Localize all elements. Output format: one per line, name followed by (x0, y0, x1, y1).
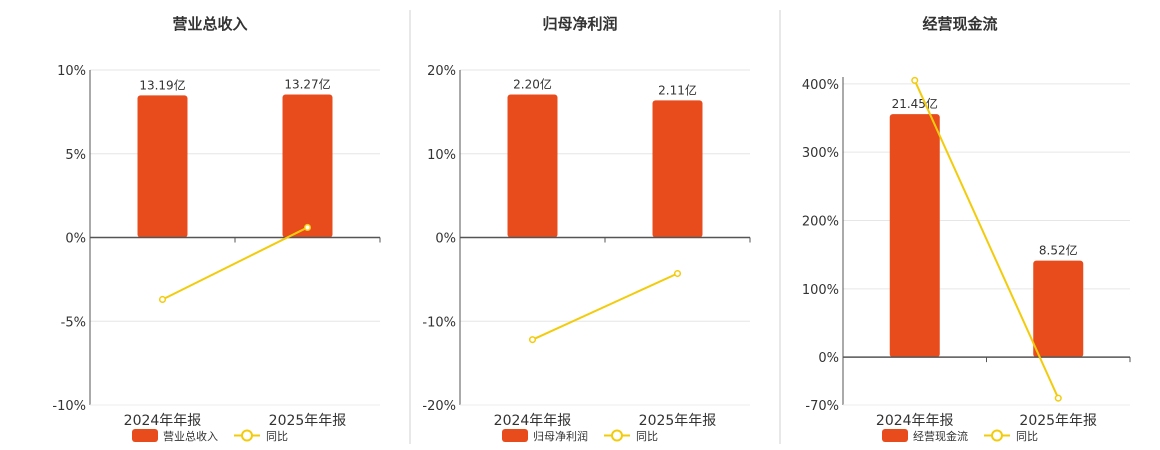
legend-bar-swatch (132, 429, 158, 442)
y-tick-label: -10% (422, 315, 456, 330)
legend-line-label: 同比 (266, 430, 288, 443)
yoy-point (528, 336, 537, 344)
legend-line-marker (241, 429, 253, 442)
bar (282, 94, 333, 238)
y-tick-label: 400% (802, 78, 839, 93)
yoy-point (911, 76, 919, 84)
yoy-line (913, 80, 1060, 399)
legend-bar-swatch (882, 429, 908, 442)
bar (652, 100, 703, 238)
y-tick-label: 100% (802, 283, 839, 298)
x-tick-label: 2025年年报 (269, 413, 347, 429)
legend-bar-label: 营业总收入 (163, 429, 218, 443)
legend[interactable]: 归母净利润 同比 (502, 429, 658, 443)
bar (137, 95, 188, 238)
y-tick-label: 5% (65, 148, 86, 163)
yoy-point (158, 295, 167, 304)
x-tick-label: 2025年年报 (639, 413, 717, 429)
bar-value-label: 2.11亿 (658, 82, 697, 97)
chart-title: 经营现金流 (922, 15, 997, 33)
bar (1033, 260, 1084, 358)
bar (889, 114, 940, 358)
legend-bar-swatch (502, 429, 528, 442)
legend-bar-label: 经营现金流 (913, 429, 968, 443)
x-tick-label: 2024年年报 (876, 413, 954, 429)
bar-value-label: 21.45亿 (892, 96, 938, 111)
yoy-point (1054, 394, 1062, 402)
yoy-line (532, 272, 678, 341)
bar (507, 94, 558, 238)
legend-line-marker (611, 429, 623, 442)
y-tick-label: 300% (802, 146, 839, 161)
yoy-point (673, 269, 682, 278)
y-tick-label: 10% (57, 64, 86, 79)
x-tick-label: 2024年年报 (124, 413, 202, 429)
revenue-chart-panel: 营业总收入 10% 5% 0% -5% -10% 13.19亿 13.27亿 2024年年报 2… (52, 15, 381, 443)
legend-line-label: 同比 (636, 430, 658, 443)
chart-title: 营业总收入 (172, 15, 247, 33)
y-tick-label: 0% (435, 232, 456, 247)
legend[interactable]: 经营现金流 同比 (882, 429, 1038, 443)
y-tick-label: -70% (805, 399, 839, 414)
y-tick-label: 10% (427, 148, 456, 163)
y-tick-label: 0% (818, 351, 839, 366)
legend-bar-label: 归母净利润 (533, 429, 588, 443)
chart-title: 归母净利润 (542, 15, 617, 33)
legend-line-label: 同比 (1016, 430, 1038, 443)
bar-value-label: 13.27亿 (284, 77, 330, 92)
y-tick-label: 200% (802, 215, 839, 230)
legend-line-marker (991, 429, 1003, 442)
plot-area: 400% 300% 200% 100% 0% -70% 21.45亿 8.52亿 2024年年报… (802, 76, 1131, 429)
operating-cashflow-chart-panel: 经营现金流 400% 300% 200% 100% 0% -70% 21.45亿 8.52亿 2… (802, 15, 1131, 443)
x-tick-label: 2025年年报 (1019, 413, 1097, 429)
y-tick-label: -5% (61, 315, 86, 330)
y-tick-label: -20% (422, 399, 456, 414)
yoy-point (303, 223, 312, 231)
legend[interactable]: 营业总收入 同比 (132, 429, 288, 443)
x-tick-label: 2024年年报 (494, 413, 572, 429)
y-tick-label: 0% (65, 232, 86, 247)
plot-area: 10% 5% 0% -5% -10% 13.19亿 13.27亿 2024年年报 2025年年报 (52, 64, 381, 429)
y-tick-label: 20% (427, 64, 456, 79)
plot-area: 20% 10% 0% -10% -20% 2.20亿 2.11亿 2024年年报 2025年年报 (422, 64, 751, 429)
y-tick-label: -10% (52, 399, 86, 414)
bar-value-label: 2.20亿 (513, 77, 552, 92)
yoy-line (162, 226, 308, 301)
bar-value-label: 13.19亿 (139, 77, 185, 92)
bar-value-label: 8.52亿 (1039, 243, 1078, 258)
